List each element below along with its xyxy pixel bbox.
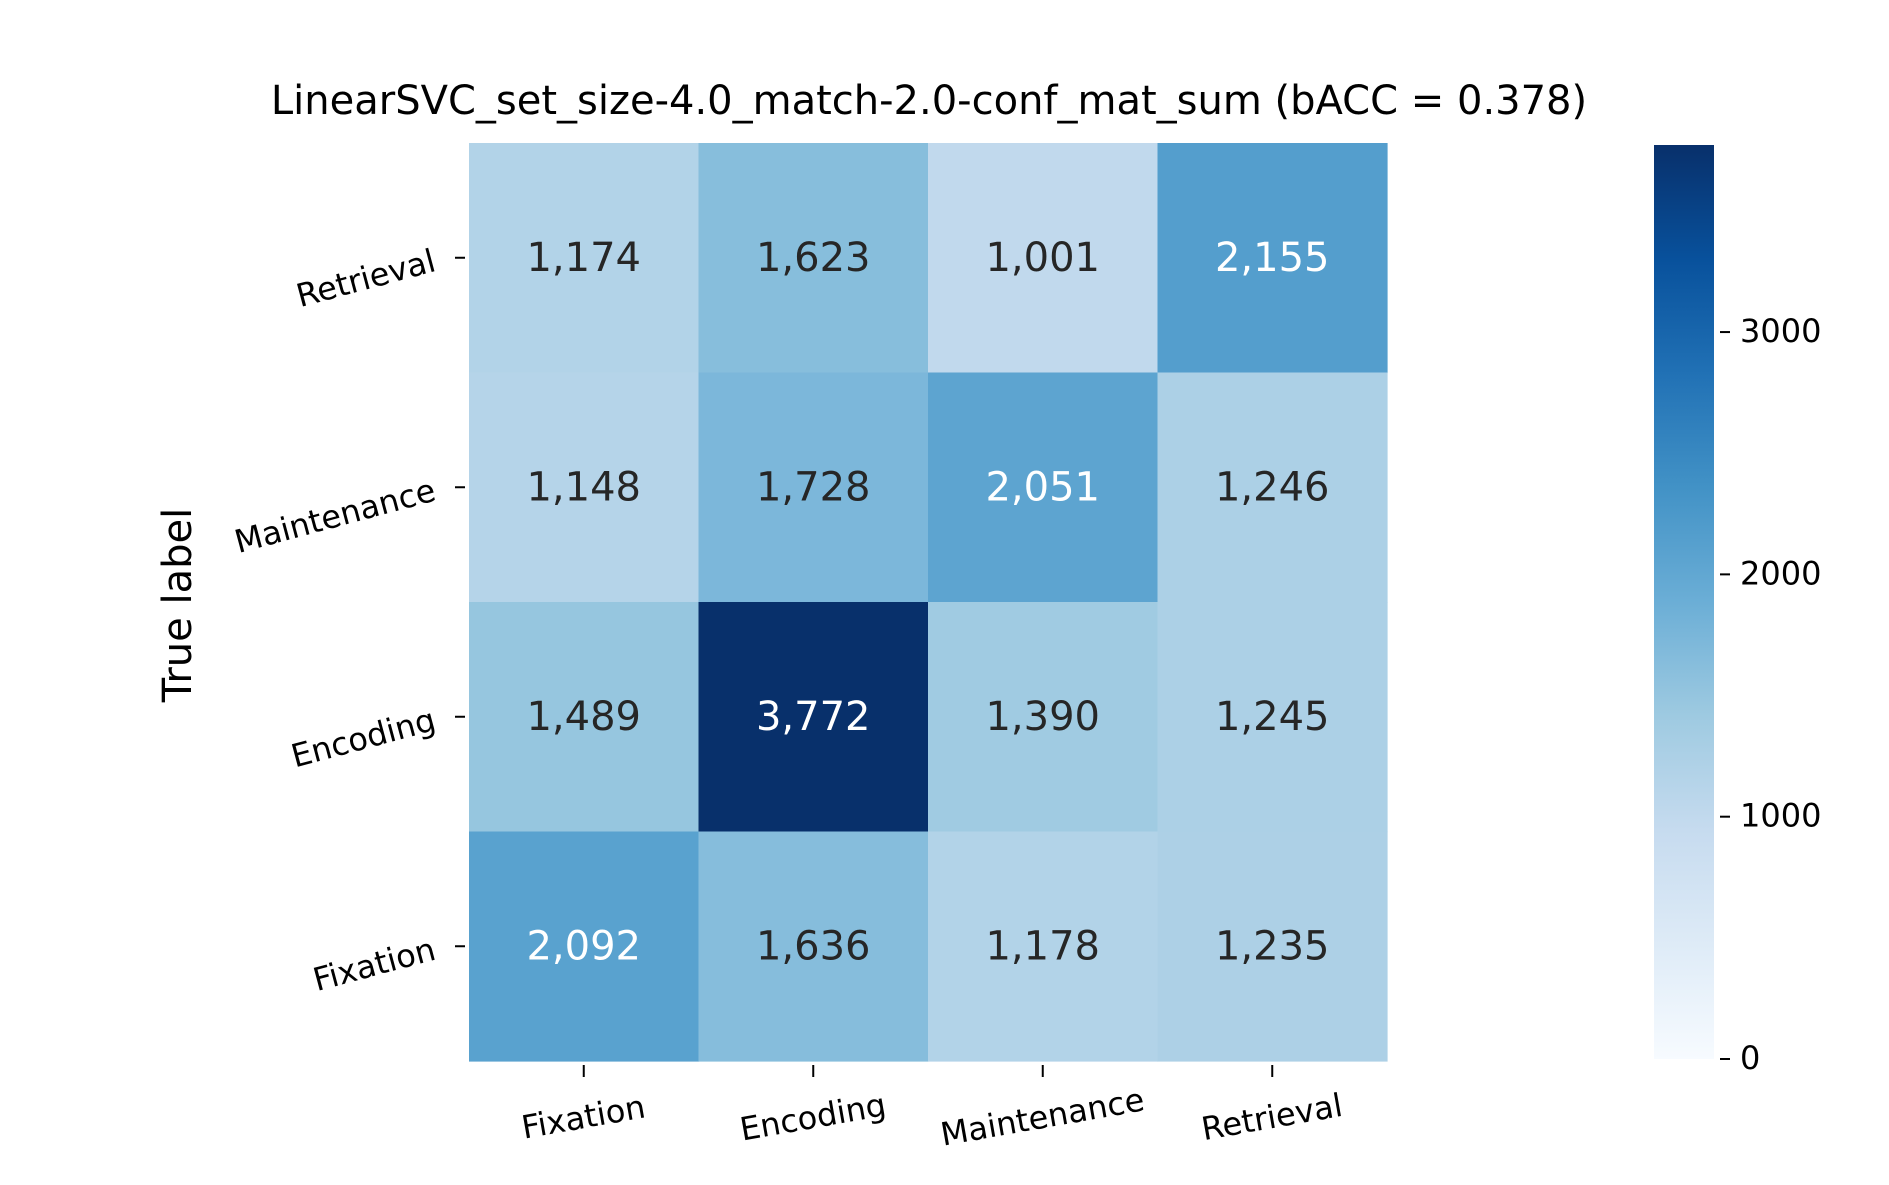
colorbar-tick-label: 2000 bbox=[1740, 554, 1821, 592]
x-tick-label: Fixation bbox=[519, 1087, 649, 1146]
heatmap-cell bbox=[1157, 372, 1388, 603]
cell-value-label: 1,178 bbox=[985, 923, 1100, 969]
heatmap-cell-labels: 1,174 1,623 1,001 2,155 1,148 1,728 2,051 1,246… bbox=[526, 235, 1329, 970]
cell-value-label: 3,772 bbox=[756, 694, 871, 740]
cell-value-label: 1,623 bbox=[756, 235, 871, 281]
chart-title: LinearSVC_set_size-4.0_match-2.0-conf_ma… bbox=[271, 78, 1587, 124]
heatmap-cell bbox=[928, 372, 1159, 603]
cell-value-label: 2,051 bbox=[985, 464, 1100, 510]
y-tick-label: Fixation bbox=[309, 930, 439, 999]
heatmap-cell bbox=[698, 602, 929, 833]
heatmap-cell bbox=[698, 143, 929, 374]
heatmap-cell bbox=[1157, 143, 1388, 374]
cell-value-label: 1,001 bbox=[985, 235, 1100, 281]
cell-value-label: 1,174 bbox=[526, 235, 641, 281]
colorbar-tick-label: 0 bbox=[1740, 1039, 1760, 1077]
colorbar-tick-label: 1000 bbox=[1740, 797, 1821, 835]
heatmap-cell bbox=[1157, 831, 1388, 1062]
y-tick-label: Maintenance bbox=[231, 471, 440, 561]
heatmap-cell bbox=[698, 372, 929, 603]
cell-value-label: 1,489 bbox=[526, 694, 641, 740]
cell-value-label: 2,092 bbox=[526, 923, 641, 969]
cell-value-label: 2,155 bbox=[1215, 235, 1330, 281]
colorbar-tick-label: 3000 bbox=[1740, 312, 1821, 350]
cell-value-label: 1,148 bbox=[526, 464, 641, 510]
cell-value-label: 1,728 bbox=[756, 464, 871, 510]
heatmap-cell bbox=[469, 372, 700, 603]
y-axis-label: True label bbox=[155, 508, 201, 703]
cell-value-label: 1,390 bbox=[985, 694, 1100, 740]
y-tick-label: Retrieval bbox=[292, 241, 439, 315]
colorbar bbox=[1654, 145, 1714, 1059]
heatmap-cell bbox=[928, 602, 1159, 833]
x-axis: Fixation Encoding Maintenance Retrieval bbox=[519, 1065, 1346, 1154]
cell-value-label: 1,235 bbox=[1215, 923, 1330, 969]
x-tick-label: Retrieval bbox=[1199, 1086, 1346, 1148]
colorbar-axis: 0 1000 2000 3000 bbox=[1720, 312, 1821, 1077]
heatmap-cell bbox=[1157, 602, 1388, 833]
heatmap-cell bbox=[469, 143, 700, 374]
heatmap-cell bbox=[469, 831, 700, 1062]
heatmap-cells bbox=[469, 143, 1388, 1062]
cell-value-label: 1,636 bbox=[756, 923, 871, 969]
heatmap-cell bbox=[698, 831, 929, 1062]
cell-value-label: 1,245 bbox=[1215, 694, 1330, 740]
heatmap-cell bbox=[928, 831, 1159, 1062]
cell-value-label: 1,246 bbox=[1215, 464, 1330, 510]
x-tick-label: Encoding bbox=[737, 1086, 889, 1149]
heatmap-cell bbox=[928, 143, 1159, 374]
y-axis: Retrieval Maintenance Encoding Fixation bbox=[231, 241, 465, 999]
y-tick-label: Encoding bbox=[287, 700, 439, 775]
heatmap-cell bbox=[469, 602, 700, 833]
x-tick-label: Maintenance bbox=[938, 1080, 1148, 1153]
